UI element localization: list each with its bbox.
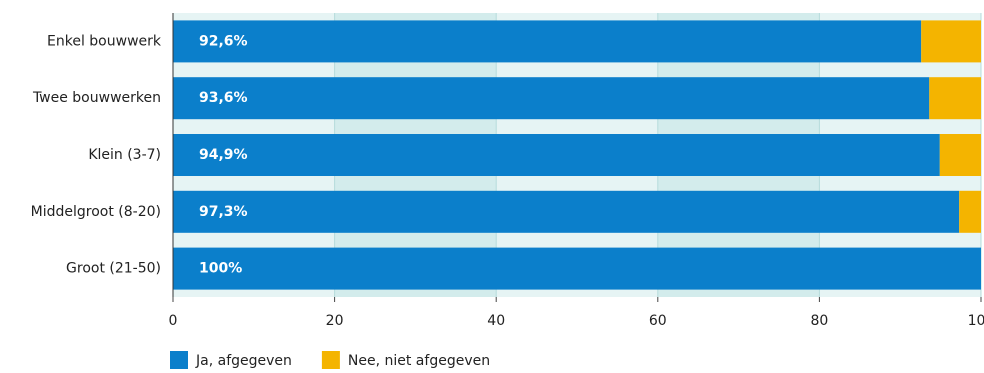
value-label: 100%	[199, 261, 242, 277]
bar	[173, 190, 960, 233]
value-label: 92,6%	[199, 33, 248, 49]
bar	[173, 20, 922, 63]
x-tick-label: 40	[487, 313, 505, 329]
x-tick-label: 100	[968, 313, 984, 329]
y-tick-label: Middelgroot (8-20)	[31, 204, 161, 220]
legend-label: Ja, afgegeven	[195, 353, 292, 369]
value-label: 97,3%	[199, 204, 248, 220]
bar	[959, 190, 981, 233]
x-tick-label: 20	[326, 313, 344, 329]
legend-label: Nee, niet afgegeven	[348, 353, 490, 369]
y-tick-label: Enkel bouwwerk	[47, 33, 162, 49]
legend-swatch	[321, 351, 340, 369]
y-tick-label: Groot (21-50)	[66, 261, 161, 277]
bar	[939, 134, 981, 176]
x-tick-label: 80	[810, 313, 828, 329]
value-label: 94,9%	[199, 147, 248, 163]
legend-swatch	[170, 351, 188, 369]
bar	[173, 77, 930, 120]
x-tick-label: 0	[169, 313, 178, 329]
y-tick-label: Klein (3-7)	[88, 147, 161, 163]
bar	[929, 77, 981, 120]
value-label: 93,6%	[199, 90, 248, 106]
x-tick-label: 60	[649, 313, 667, 329]
bar	[173, 247, 981, 290]
y-tick-label: Twee bouwwerken	[32, 90, 161, 106]
bar	[921, 20, 981, 63]
bar	[173, 134, 940, 176]
